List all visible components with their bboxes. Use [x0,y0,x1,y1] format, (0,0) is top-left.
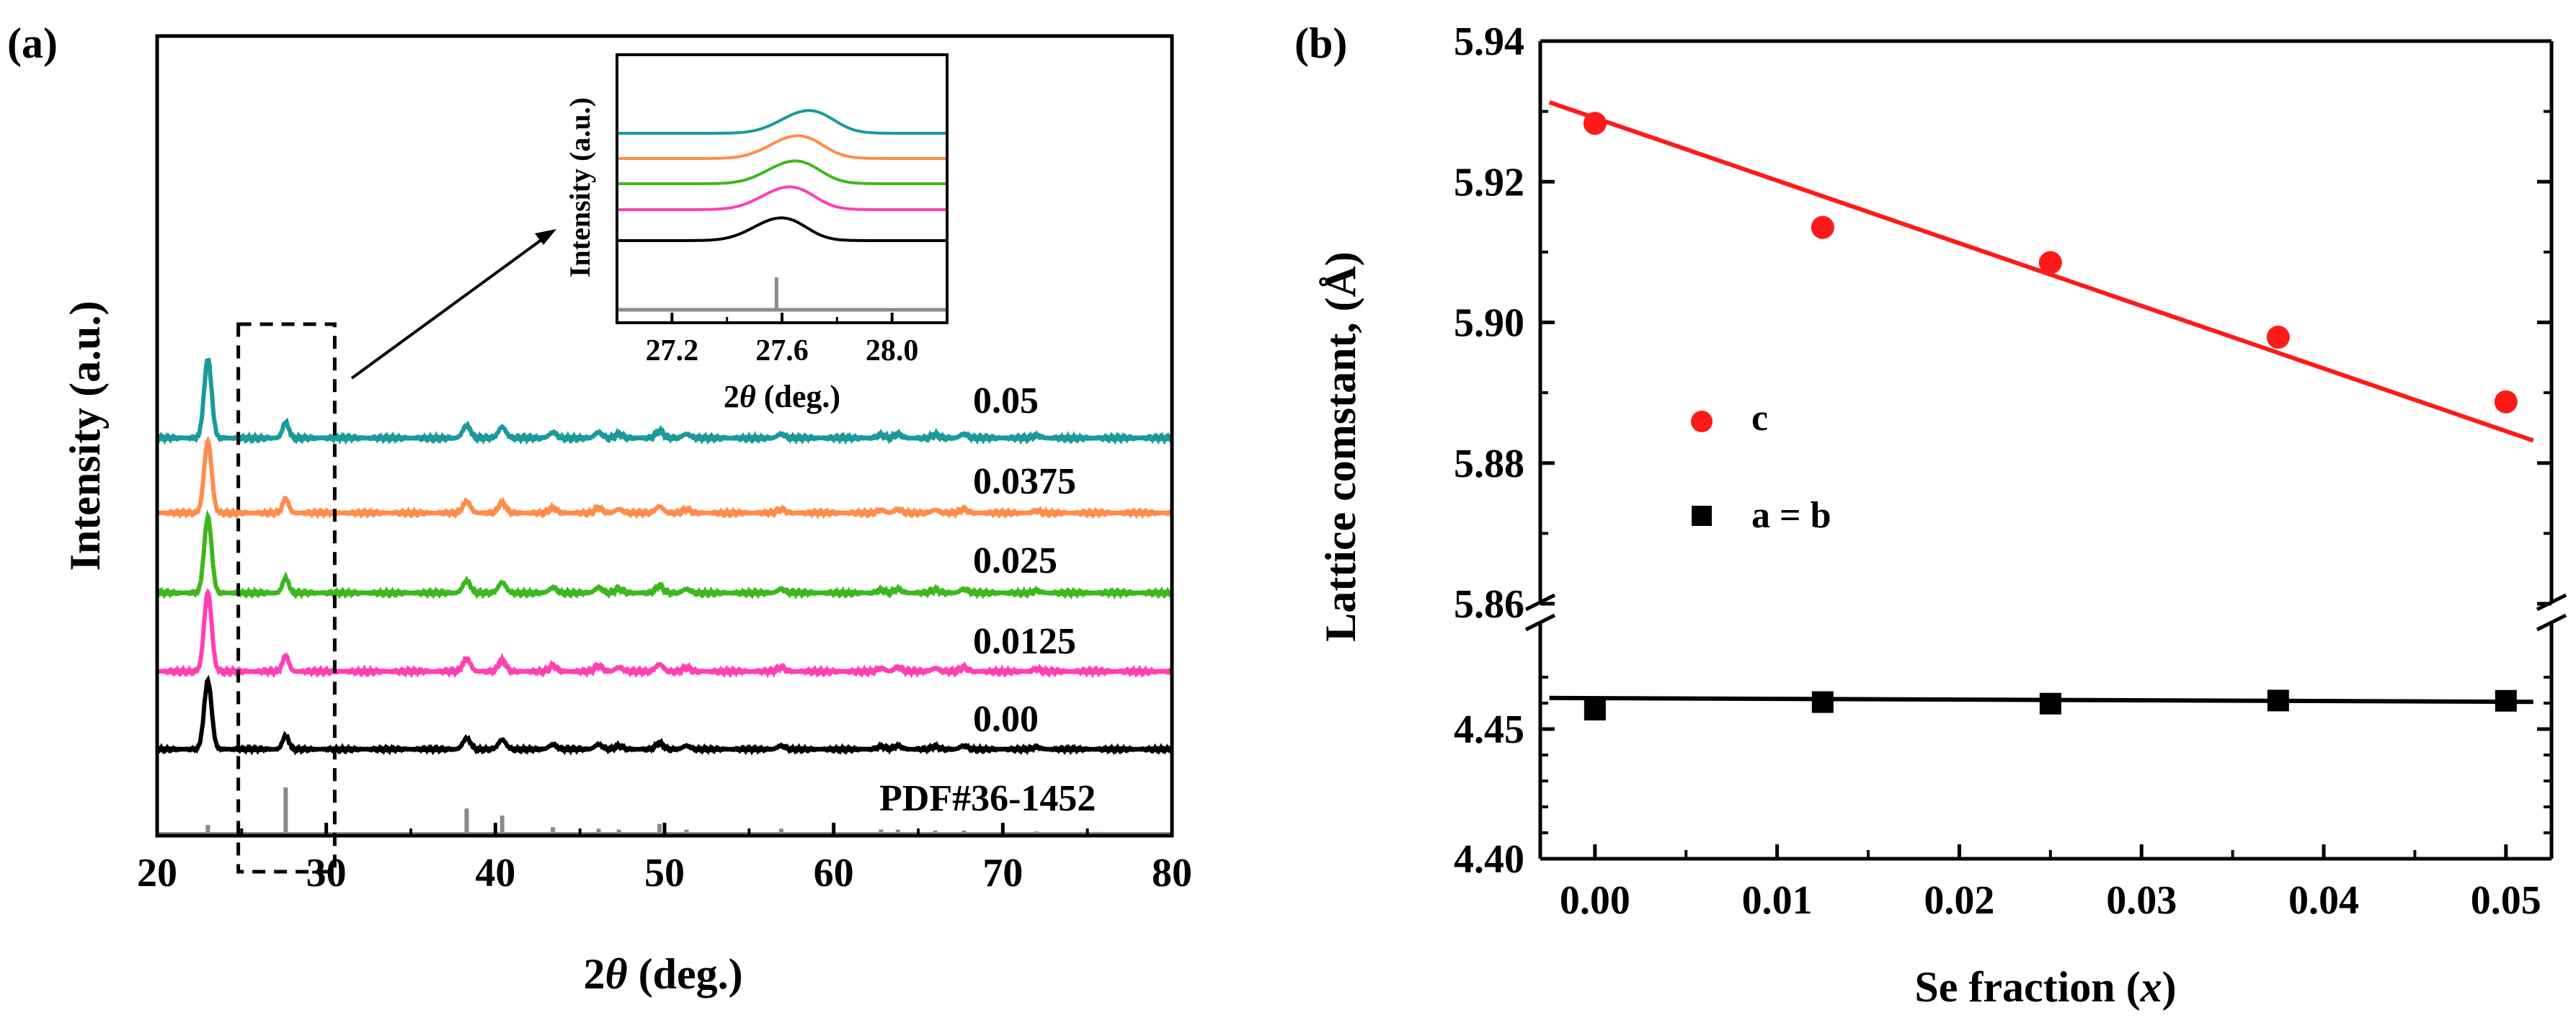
inset-x-tick-label: 28.0 [866,334,919,367]
inset-series-line [617,109,947,135]
xrd-series-line [156,357,1173,445]
y-tick-label: 4.40 [1454,837,1524,882]
inset-x-tick-label: 27.2 [646,334,699,367]
x-tick-label: 30 [306,851,347,895]
x-tick-label: 0.05 [2471,878,2541,923]
inset-xlabel: 2θ (deg.) [724,379,840,414]
x-tick-label: 50 [644,851,685,895]
inset-series-line [617,185,947,211]
inset-x-ticks: 27.2 27.6 28.0 [646,313,919,367]
inset-plot: 27.2 27.6 28.0 2θ (deg.) Intensity (a.u.) [564,53,949,414]
point-c [1583,112,1607,135]
series-label: 0.025 [973,540,1057,581]
panel-b-label: (b) [1294,19,1347,67]
inset-series-group [617,109,947,242]
zoom-arrow [350,233,551,380]
series-label: 0.00 [973,699,1039,740]
series-label: 0.05 [973,380,1039,421]
y-tick-label: 5.86 [1454,582,1524,627]
inset-x-tick-label: 27.6 [755,334,809,367]
x-tick-label: 0.03 [2106,878,2177,923]
highlight-box [236,322,337,874]
ylabel-a: Intensity (a.u.) [61,300,109,571]
zoom-arrow-head [535,229,556,245]
x-ticks-a: 20 30 40 50 60 70 80 [137,823,1192,895]
point-a-b [2039,692,2061,715]
point-a-b [2267,689,2289,712]
xlabel-a: 2θ (deg.) [583,950,742,998]
legend-marker-a-b [1692,506,1712,526]
xrd-series-line [155,509,1174,600]
x-tick-label: 80 [1152,851,1192,895]
point-a-b [2495,689,2517,712]
inset-series-line [617,159,947,185]
series-label: 0.0125 [973,621,1076,662]
inset-ylabel: Intensity (a.u.) [564,97,596,277]
legend-marker-c [1691,411,1713,432]
x-tick-label: 40 [475,851,515,895]
point-c [1811,215,1834,239]
x-tick-label: 0.00 [1560,878,1630,923]
xrd-series-line [156,435,1174,520]
xrd-series-group [155,357,1174,756]
reference-label: PDF#36-1452 [879,778,1096,819]
fit-line-c [1548,100,2534,443]
point-a-b [1584,699,1606,720]
point-a-b [1811,691,1834,713]
point-c [2266,326,2290,349]
x-tick-label: 0.04 [2288,878,2359,923]
legend-label-a-b: a = b [1751,495,1831,536]
panel-a-label: (a) [7,19,58,67]
point-c [2038,251,2062,274]
x-tick-label: 0.01 [1742,878,1813,923]
series-label: 0.0375 [973,461,1076,502]
panel-a: (a) 20 30 40 50 60 70 80 2θ (deg.) Intensity (… [7,19,1192,998]
y-tick-label: 5.88 [1454,442,1524,486]
y-tick-label: 4.45 [1454,707,1524,752]
xrd-series-line [156,588,1174,679]
ylabel-b: Lattice comstant, (Å) [1317,251,1364,642]
x-tick-label: 20 [137,851,177,895]
lattice-data-group [1548,100,2534,720]
x-tick-label: 0.02 [1924,878,1994,923]
panel-b: (b) 0.00 0.01 0.02 0.03 0.04 0.05 5.86 5.88 5.90… [1294,19,2567,1011]
y-tick-label: 5.90 [1454,301,1524,346]
point-c [2494,390,2518,414]
y-tick-label: 5.94 [1454,19,1524,64]
x-tick-label: 60 [814,851,854,895]
y-tick-label: 5.92 [1454,160,1524,205]
legend-label-c: c [1751,398,1768,439]
xlabel-b: Se fraction (x) [1914,963,2176,1011]
xrd-series-line [155,674,1174,756]
inset-series-line [617,216,947,242]
axis-ticks-b: 0.00 0.01 0.02 0.03 0.04 0.05 5.86 5.88 5.90 5.92… [1454,19,2551,923]
x-tick-label: 70 [982,851,1023,895]
inset-series-line [617,134,947,160]
